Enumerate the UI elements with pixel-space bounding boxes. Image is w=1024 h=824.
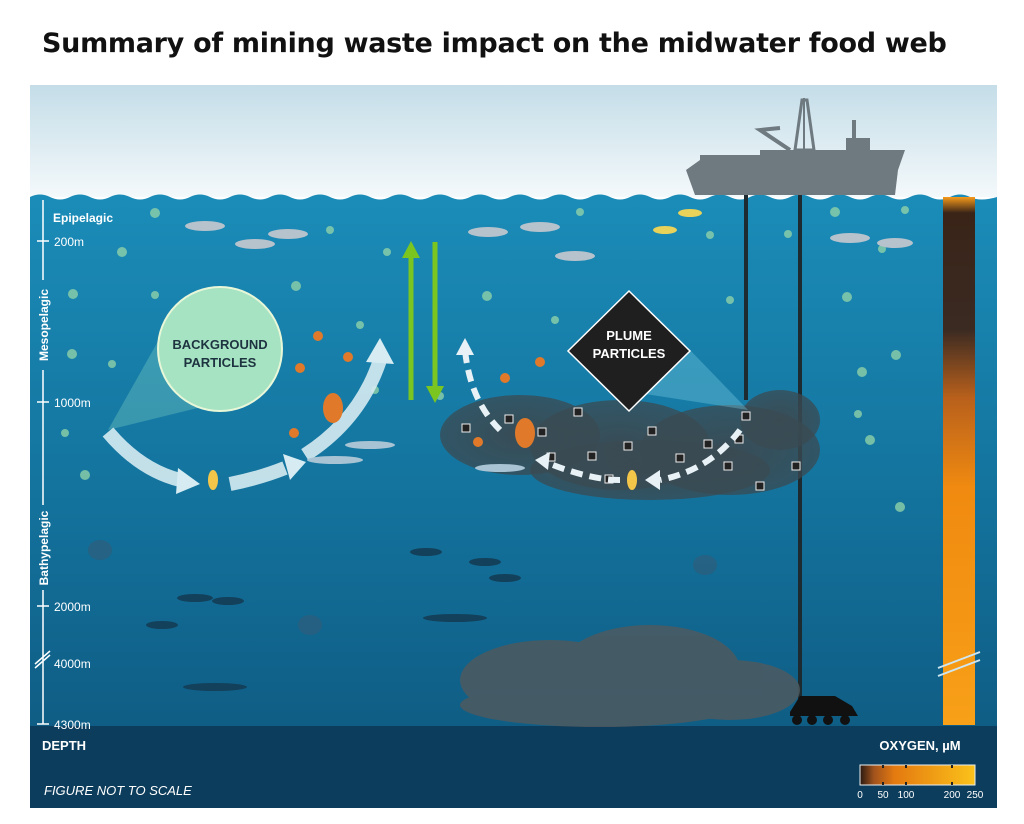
plume-particles-callout [566,289,692,413]
callout-text: PARTICLES [184,355,257,370]
oxygen-column [943,197,975,725]
depth-tick: 1000m [54,396,91,410]
food-web-flow-arrows [102,357,387,491]
zone-label: Bathypelagic [37,510,51,585]
jellyfish [88,540,717,635]
depth-tick: 4000m [54,657,91,671]
oxygen-tick: 250 [967,790,984,801]
footer-note: FIGURE NOT TO SCALE [44,783,192,798]
callout-text: PARTICLES [593,346,666,361]
zone-label: Epipelagic [53,211,113,225]
mining-ship-icon [686,98,905,195]
depth-label: DEPTH [42,738,86,753]
vertical-migration-arrows [402,241,444,403]
axis-break-icon [937,651,981,677]
background-particles-callout [157,286,283,412]
depth-tick: 200m [54,235,84,249]
oxygen-colorbar [859,764,976,786]
seabed-plume [460,625,800,727]
callout-text: PLUME [606,328,652,343]
callout-beam [620,350,748,410]
mining-vehicle-icon [790,696,858,725]
oxygen-colorbar-ticks [882,765,953,785]
depth-tick: 2000m [54,600,91,614]
zone-label: Mesopelagic [37,289,51,361]
copepods [208,470,637,490]
deep-fish [146,548,521,691]
tuna-fish [185,209,913,261]
page-title: Summary of mining waste impact on the mi… [42,28,947,59]
krill [289,331,545,448]
oxygen-tick: 200 [944,790,961,801]
plume-flow-arrows [462,349,743,483]
depth-tick: 4300m [54,718,91,732]
seabed [30,726,997,808]
oxygen-tick: 0 [857,790,863,801]
oxygen-tick: 50 [877,790,889,801]
callout-text: BACKGROUND [172,337,267,352]
depth-axis [34,200,51,725]
midwater-fish [307,441,525,472]
oxygen-legend-label: OXYGEN, µM [879,738,960,753]
oxygen-tick: 100 [898,790,915,801]
arrowheads [176,338,394,494]
